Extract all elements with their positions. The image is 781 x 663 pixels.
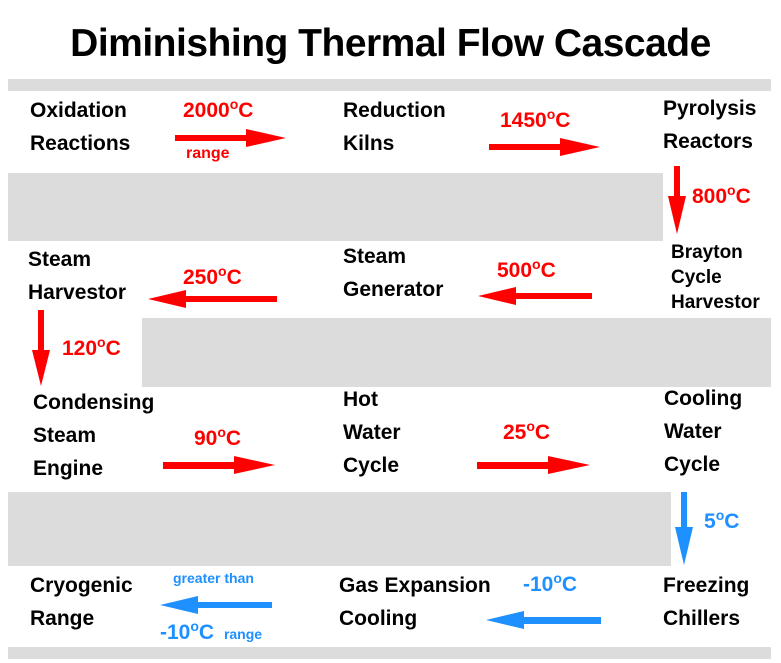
stage-line: Kilns	[343, 132, 395, 155]
stage-line: Reduction	[343, 99, 446, 122]
arrow-left-500	[478, 287, 592, 305]
temp-label-cryogenic: -10oC range	[160, 618, 263, 644]
stage-line: Generator	[343, 278, 444, 301]
stage-line: Harvestor	[28, 281, 127, 304]
stage-hot-water-cycle: Hot Water Cycle	[343, 383, 401, 482]
temp-note-range: range	[223, 626, 263, 642]
stage-freezing-chillers: Freezing Chillers	[663, 569, 749, 635]
temp-unit: C	[238, 99, 254, 122]
stage-line: Water	[664, 420, 722, 443]
temp-unit: C	[534, 421, 551, 444]
stage-line: Chillers	[663, 607, 741, 630]
stage-line: Hot	[343, 388, 378, 411]
arrow-right-2000	[175, 129, 286, 147]
divider-band-3	[8, 492, 671, 566]
stage-line: Steam	[33, 424, 97, 447]
arrow-right-1450	[489, 138, 600, 156]
temp-label-25: 25oC	[503, 418, 551, 444]
stage-condensing-steam-engine: Condensing Steam Engine	[33, 386, 154, 485]
divider-band-bottom	[8, 647, 771, 659]
stage-pyrolysis-reactors: Pyrolysis Reactors	[663, 92, 756, 158]
arrow-right-25	[477, 456, 590, 474]
stage-line: Harvestor	[671, 292, 760, 313]
temp-label-250: 250oC	[183, 263, 242, 289]
stage-line: Brayton	[671, 242, 743, 263]
temp-value: 800	[692, 185, 728, 208]
temp-unit: C	[198, 621, 215, 644]
stage-line: Cooling	[664, 387, 743, 410]
temp-value: 25	[503, 421, 527, 444]
temp-value: 1450	[500, 109, 547, 132]
temp-label-2000: 2000oC	[183, 96, 254, 122]
stage-brayton-cycle-harvestor: Brayton Cycle Harvestor	[671, 240, 760, 315]
temp-note-greater-than: greater than	[173, 570, 254, 586]
temp-value: 500	[497, 259, 533, 282]
temp-value: 250	[183, 266, 219, 289]
arrow-down-120	[32, 310, 50, 386]
arrow-right-90	[163, 456, 275, 474]
temp-unit: C	[735, 185, 751, 208]
page-title: Diminishing Thermal Flow Cascade	[70, 22, 711, 65]
temp-label-1450: 1450oC	[500, 106, 571, 132]
stage-line: Reactors	[663, 130, 753, 153]
temp-unit: C	[540, 259, 556, 282]
stage-line: Steam	[343, 245, 407, 268]
stage-cooling-water-cycle: Cooling Water Cycle	[664, 382, 742, 481]
arrow-left-neg10	[486, 611, 601, 629]
stage-oxidation-reactions: Oxidation Reactions	[30, 94, 130, 160]
temp-unit: C	[105, 337, 121, 360]
arrow-left-250	[148, 290, 277, 308]
stage-line: Engine	[33, 457, 104, 480]
stage-line: Condensing	[33, 391, 155, 414]
temp-note-range: range	[186, 145, 230, 162]
stage-line: Gas Expansion	[339, 574, 491, 597]
temp-label-neg10: -10oC	[523, 570, 578, 596]
temp-label-800: 800oC	[692, 182, 751, 208]
temp-value: 5	[704, 510, 716, 533]
temp-unit: C	[724, 510, 740, 533]
temp-value: 120	[62, 337, 98, 360]
divider-band-top	[8, 79, 771, 91]
stage-line: Steam	[28, 248, 92, 271]
arrow-down-800	[668, 166, 686, 234]
stage-line: Cycle	[343, 454, 400, 477]
stage-cryogenic-range: Cryogenic Range	[30, 569, 133, 635]
temp-label-90: 90oC	[194, 424, 242, 450]
divider-band-2	[142, 318, 771, 387]
stage-line: Range	[30, 607, 95, 630]
temp-value: -10	[523, 573, 554, 596]
stage-line: Pyrolysis	[663, 97, 757, 120]
stage-line: Cycle	[664, 453, 721, 476]
temp-unit: C	[561, 573, 578, 596]
temp-label-500: 500oC	[497, 256, 556, 282]
temp-label-120: 120oC	[62, 334, 121, 360]
temp-value: -10	[160, 621, 191, 644]
temp-unit: C	[555, 109, 571, 132]
arrow-left-cryogenic	[160, 596, 272, 614]
stage-reduction-kilns: Reduction Kilns	[343, 94, 446, 160]
stage-line: Freezing	[663, 574, 750, 597]
temp-label-5: 5oC	[704, 507, 740, 533]
stage-line: Cycle	[671, 267, 722, 288]
stage-line: Water	[343, 421, 401, 444]
stage-line: Cryogenic	[30, 574, 133, 597]
stage-steam-generator: Steam Generator	[343, 240, 443, 306]
arrow-down-5	[675, 492, 693, 565]
stage-line: Oxidation	[30, 99, 127, 122]
stage-line: Cooling	[339, 607, 418, 630]
stage-steam-harvestor: Steam Harvestor	[28, 243, 126, 309]
temp-unit: C	[226, 266, 242, 289]
stage-gas-expansion-cooling: Gas Expansion Cooling	[339, 569, 491, 635]
temp-unit: C	[225, 427, 242, 450]
temp-value: 90	[194, 427, 218, 450]
divider-band-1	[8, 173, 663, 241]
stage-line: Reactions	[30, 132, 131, 155]
temp-value: 2000	[183, 99, 230, 122]
